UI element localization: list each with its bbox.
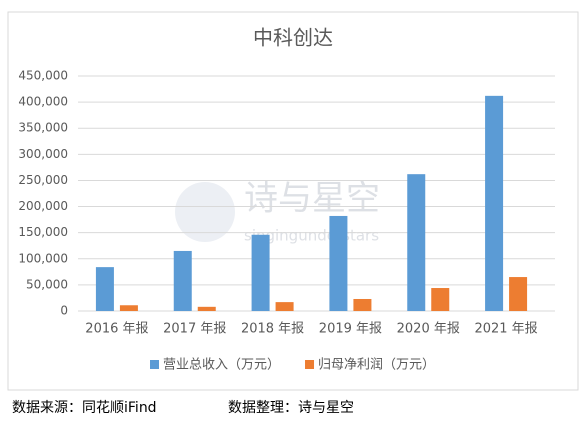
- bar: [407, 174, 426, 311]
- x-tick-label: 2019 年报: [319, 322, 382, 337]
- x-tick-label: 2018 年报: [241, 322, 304, 337]
- bar: [119, 305, 138, 311]
- plot: 0 50,000 100,000 150,000 200,000 250,000 300,0…: [18, 69, 555, 373]
- legend-swatch: [305, 360, 315, 369]
- legend-swatch: [150, 360, 159, 369]
- bar: [173, 250, 192, 311]
- chart-frame: [7, 11, 579, 391]
- footer-source: 数据来源：同花顺iFind: [12, 400, 157, 416]
- x-tick-label: 2017 年报: [163, 322, 226, 337]
- y-tick-label: 200,000: [18, 199, 68, 213]
- legend-label: 营业总收入（万元）: [163, 358, 280, 373]
- bar: [509, 277, 528, 311]
- bar: [431, 288, 450, 311]
- bar: [485, 95, 504, 311]
- bar: [275, 302, 294, 311]
- bar: [353, 298, 372, 311]
- y-tick-label: 150,000: [18, 225, 68, 239]
- watermark-logo: [175, 182, 235, 242]
- y-tick-label: 350,000: [18, 121, 68, 135]
- y-tick-label: 300,000: [18, 147, 68, 161]
- legend-label: 归母净利润（万元）: [318, 358, 435, 373]
- y-tick-label: 400,000: [18, 95, 68, 109]
- chart-title: 中科创达: [253, 26, 333, 50]
- y-tick-label: 450,000: [18, 69, 68, 83]
- y-tick-label: 100,000: [18, 251, 68, 265]
- bar: [251, 234, 270, 311]
- footer-editor: 数据整理：诗与星空: [228, 400, 354, 416]
- bar: [329, 215, 348, 311]
- bar: [95, 267, 114, 311]
- bar: [197, 306, 216, 311]
- watermark-title: 诗与星空: [244, 179, 380, 219]
- x-tick-label: 2021 年报: [474, 322, 537, 337]
- y-tick-label: 0: [60, 304, 68, 318]
- x-tick-label: 2020 年报: [397, 322, 460, 337]
- y-tick-label: 250,000: [18, 173, 68, 187]
- x-tick-label: 2016 年报: [85, 322, 148, 337]
- y-tick-label: 50,000: [26, 277, 68, 291]
